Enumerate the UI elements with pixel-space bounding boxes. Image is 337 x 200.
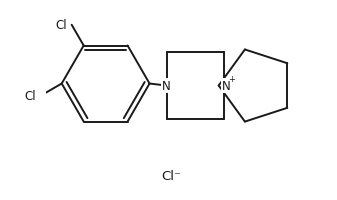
Text: Cl: Cl [55, 19, 67, 32]
Text: N: N [162, 80, 171, 93]
Text: Cl⁻: Cl⁻ [161, 169, 182, 182]
Text: +: + [228, 75, 236, 84]
Text: N: N [222, 80, 231, 93]
Text: Cl: Cl [24, 90, 36, 102]
